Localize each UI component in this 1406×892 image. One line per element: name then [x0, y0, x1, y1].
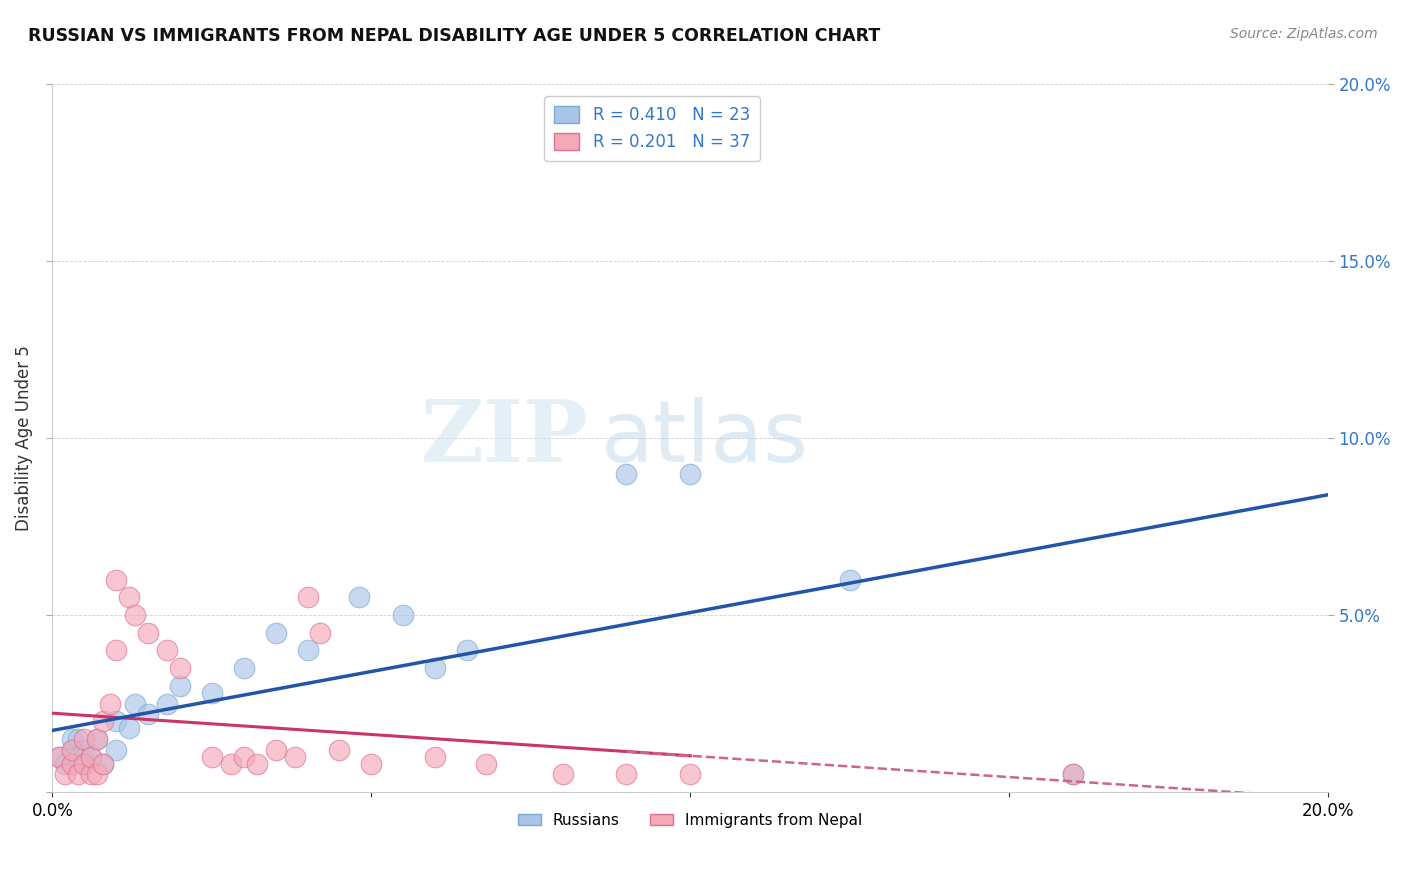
- Point: [423, 661, 446, 675]
- Point: [86, 731, 108, 746]
- Point: [169, 679, 191, 693]
- Point: [1062, 767, 1084, 781]
- Point: [60, 742, 83, 756]
- Point: [93, 756, 115, 771]
- Legend: Russians, Immigrants from Nepal: Russians, Immigrants from Nepal: [512, 806, 869, 834]
- Point: [53, 767, 76, 781]
- Point: [156, 643, 179, 657]
- Point: [616, 467, 638, 481]
- Point: [80, 767, 103, 781]
- Point: [105, 714, 128, 729]
- Point: [73, 756, 96, 771]
- Point: [679, 767, 702, 781]
- Point: [48, 749, 70, 764]
- Point: [93, 714, 115, 729]
- Point: [232, 661, 254, 675]
- Point: [136, 707, 159, 722]
- Point: [98, 697, 121, 711]
- Point: [245, 756, 267, 771]
- Point: [93, 756, 115, 771]
- Point: [456, 643, 478, 657]
- Point: [124, 697, 146, 711]
- Point: [105, 742, 128, 756]
- Point: [284, 749, 307, 764]
- Point: [475, 756, 498, 771]
- Point: [86, 767, 108, 781]
- Point: [264, 625, 287, 640]
- Point: [86, 731, 108, 746]
- Text: Source: ZipAtlas.com: Source: ZipAtlas.com: [1230, 27, 1378, 41]
- Point: [679, 467, 702, 481]
- Point: [201, 749, 224, 764]
- Point: [1062, 767, 1084, 781]
- Point: [551, 767, 574, 781]
- Y-axis label: Disability Age Under 5: Disability Age Under 5: [15, 345, 32, 531]
- Point: [264, 742, 287, 756]
- Point: [309, 625, 332, 640]
- Point: [66, 767, 89, 781]
- Text: ZIP: ZIP: [420, 396, 588, 480]
- Point: [53, 756, 76, 771]
- Point: [616, 767, 638, 781]
- Point: [105, 643, 128, 657]
- Point: [73, 742, 96, 756]
- Point: [136, 625, 159, 640]
- Text: RUSSIAN VS IMMIGRANTS FROM NEPAL DISABILITY AGE UNDER 5 CORRELATION CHART: RUSSIAN VS IMMIGRANTS FROM NEPAL DISABIL…: [28, 27, 880, 45]
- Point: [73, 756, 96, 771]
- Point: [297, 643, 319, 657]
- Point: [328, 742, 350, 756]
- Point: [80, 749, 103, 764]
- Point: [360, 756, 382, 771]
- Point: [156, 697, 179, 711]
- Point: [297, 591, 319, 605]
- Point: [105, 573, 128, 587]
- Point: [118, 591, 141, 605]
- Point: [66, 731, 89, 746]
- Point: [48, 749, 70, 764]
- Point: [60, 756, 83, 771]
- Point: [423, 749, 446, 764]
- Point: [60, 742, 83, 756]
- Point: [219, 756, 242, 771]
- Point: [80, 749, 103, 764]
- Point: [392, 608, 415, 623]
- Point: [124, 608, 146, 623]
- Point: [201, 686, 224, 700]
- Point: [73, 731, 96, 746]
- Point: [66, 749, 89, 764]
- Point: [60, 731, 83, 746]
- Point: [169, 661, 191, 675]
- Text: atlas: atlas: [600, 397, 808, 480]
- Point: [232, 749, 254, 764]
- Point: [347, 591, 370, 605]
- Point: [838, 573, 860, 587]
- Point: [118, 721, 141, 735]
